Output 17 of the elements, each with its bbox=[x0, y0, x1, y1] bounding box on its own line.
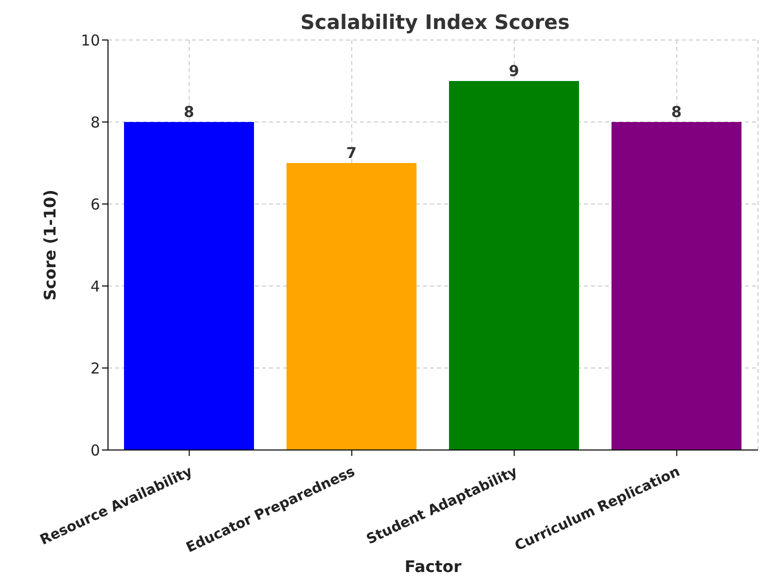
y-tick-label: 2 bbox=[90, 359, 100, 378]
chart-title: Scalability Index Scores bbox=[299, 10, 571, 34]
y-tick-label: 0 bbox=[90, 441, 100, 460]
data-label: 8 bbox=[671, 103, 682, 121]
y-tick-label: 8 bbox=[90, 113, 100, 132]
data-label: 9 bbox=[508, 62, 520, 80]
y-tick-label: 4 bbox=[90, 277, 100, 296]
data-label: 7 bbox=[346, 144, 357, 162]
y-tick-label: 6 bbox=[90, 195, 100, 214]
bar bbox=[612, 122, 742, 450]
data-label: 8 bbox=[184, 103, 194, 121]
bar bbox=[449, 81, 579, 450]
x-axis-title: Factor bbox=[404, 557, 462, 576]
bar bbox=[124, 122, 254, 450]
y-axis-title: Score (1-10) bbox=[40, 190, 60, 300]
bar bbox=[286, 163, 416, 450]
y-tick-label: 10 bbox=[80, 31, 100, 50]
